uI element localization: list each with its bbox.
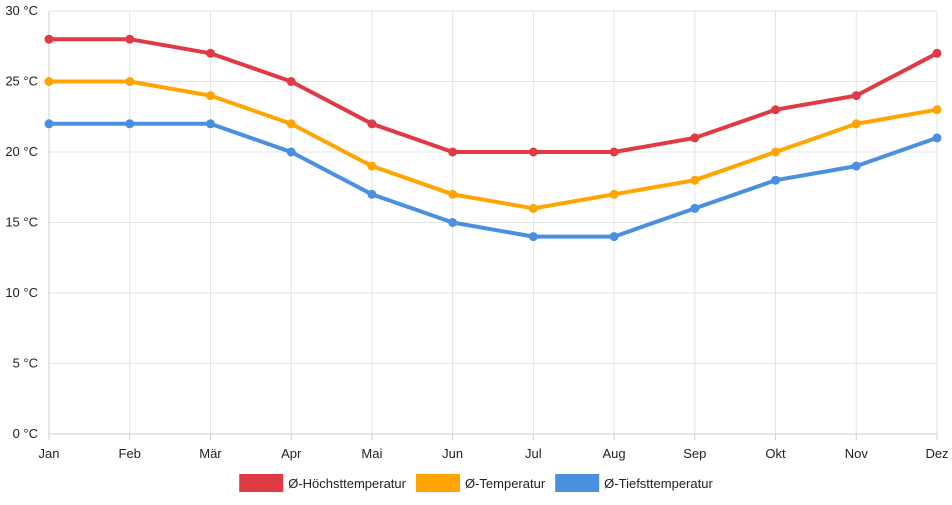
x-tick-label: Feb — [119, 446, 141, 461]
y-tick-label: 20 °C — [5, 144, 38, 159]
x-tick-label: Mai — [361, 446, 382, 461]
data-point[interactable] — [528, 147, 538, 157]
data-point[interactable] — [690, 175, 700, 185]
legend[interactable]: Ø-Höchsttemperatur Ø-Temperatur Ø-Tiefstte… — [239, 474, 713, 492]
data-point[interactable] — [367, 189, 377, 199]
legend-swatch — [555, 474, 600, 492]
x-tick-label: Nov — [845, 446, 869, 461]
series-line — [47, 79, 939, 211]
data-point[interactable] — [690, 133, 700, 143]
data-point[interactable] — [528, 203, 538, 213]
data-point[interactable] — [448, 147, 458, 157]
data-point[interactable] — [932, 105, 942, 115]
data-point[interactable] — [367, 161, 377, 171]
x-tick-label: Mär — [199, 446, 222, 461]
data-point[interactable] — [528, 232, 538, 242]
data-point[interactable] — [367, 119, 377, 129]
legend-label: Ø-Höchsttemperatur — [288, 476, 406, 491]
data-point[interactable] — [609, 189, 619, 199]
series-1 — [44, 34, 942, 157]
data-point[interactable] — [205, 91, 215, 101]
legend-item-1[interactable]: Ø-Höchsttemperatur — [239, 474, 407, 492]
x-tick-label: Aug — [603, 446, 626, 461]
series-2 — [44, 77, 942, 213]
data-point[interactable] — [125, 119, 135, 129]
data-point[interactable] — [609, 147, 619, 157]
grid — [48, 10, 938, 435]
data-point[interactable] — [286, 77, 296, 86]
data-point[interactable] — [205, 119, 215, 129]
data-point[interactable] — [286, 119, 296, 129]
axes: 0 °C 5 °C 10 °C 15 °C 20 °C 25 °C 30 °C Jan Feb M… — [5, 3, 948, 461]
data-point[interactable] — [125, 34, 135, 44]
x-tick-label: Okt — [765, 446, 786, 461]
data-point[interactable] — [771, 105, 781, 115]
data-point[interactable] — [286, 147, 296, 157]
y-tick-label: 5 °C — [13, 356, 38, 371]
x-tick-label: Jan — [39, 446, 60, 461]
data-point[interactable] — [125, 77, 135, 86]
legend-label: Ø-Tiefsttemperatur — [604, 476, 713, 491]
y-tick-label: 15 °C — [5, 215, 38, 230]
legend-item-3[interactable]: Ø-Tiefsttemperatur — [555, 474, 713, 492]
data-point[interactable] — [609, 232, 619, 242]
y-tick-label: 10 °C — [5, 285, 38, 300]
data-point[interactable] — [932, 133, 942, 143]
y-tick-label: 0 °C — [13, 426, 38, 441]
series-line — [47, 121, 939, 239]
x-tick-label: Apr — [281, 446, 302, 461]
legend-label: Ø-Temperatur — [465, 476, 546, 491]
data-point[interactable] — [44, 77, 54, 86]
x-tick-label: Jun — [442, 446, 463, 461]
series-line — [47, 37, 939, 154]
data-point[interactable] — [771, 147, 781, 157]
series-lines — [44, 34, 942, 242]
data-point[interactable] — [44, 34, 54, 44]
x-tick-label: Jul — [525, 446, 542, 461]
data-point[interactable] — [932, 48, 942, 58]
data-point[interactable] — [851, 91, 861, 101]
x-tick-label: Sep — [683, 446, 706, 461]
x-tick-label: Dez — [925, 446, 948, 461]
y-tick-label: 25 °C — [5, 74, 38, 89]
data-point[interactable] — [448, 189, 458, 199]
legend-swatch — [239, 474, 284, 492]
legend-swatch — [415, 474, 460, 492]
data-point[interactable] — [44, 119, 54, 129]
data-point[interactable] — [448, 218, 458, 227]
data-point[interactable] — [690, 203, 700, 213]
legend-item-2[interactable]: Ø-Temperatur — [415, 474, 546, 492]
data-point[interactable] — [205, 48, 215, 58]
series-3 — [44, 119, 942, 242]
data-point[interactable] — [771, 175, 781, 185]
y-tick-label: 30 °C — [5, 3, 38, 18]
data-point[interactable] — [851, 161, 861, 171]
data-point[interactable] — [851, 119, 861, 129]
